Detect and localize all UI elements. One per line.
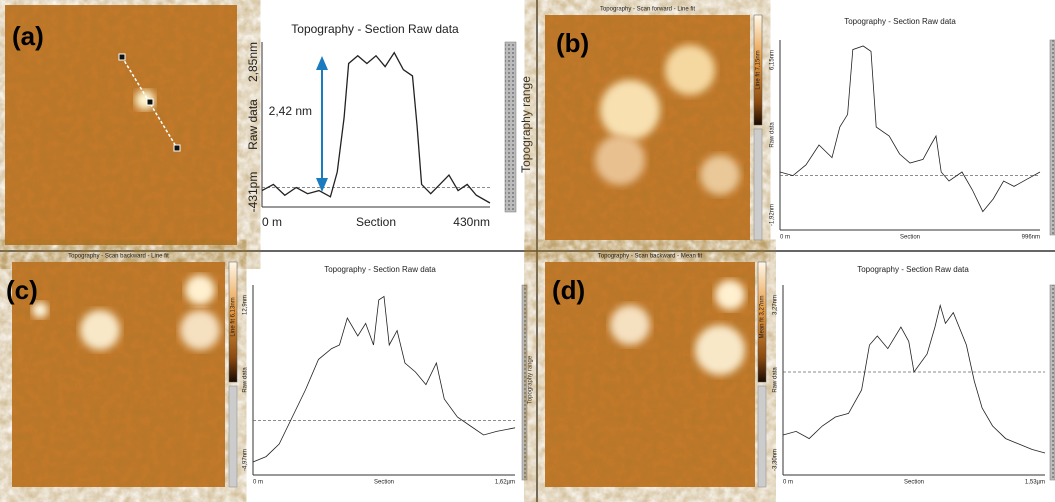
profile bbox=[252, 295, 516, 463]
range-bar bbox=[228, 385, 238, 488]
range-bar bbox=[753, 128, 763, 241]
plot-title: Topography - Section Raw data bbox=[844, 17, 956, 26]
x-start: 0 m bbox=[262, 215, 282, 229]
afm-feature bbox=[595, 135, 645, 185]
range-bar bbox=[1049, 284, 1055, 481]
x-axis-label: Section bbox=[374, 480, 394, 486]
y-bottom: -3,30nm bbox=[773, 449, 779, 471]
x-axis-label: Section bbox=[900, 235, 920, 241]
y-top: 3,27nm bbox=[773, 295, 779, 315]
afm-feature bbox=[600, 80, 660, 140]
y-bottom: -4,97nm bbox=[243, 449, 249, 471]
image-title: Topography - Scan backward - Line fit bbox=[68, 254, 169, 260]
plot-title: Topography - Section Raw data bbox=[324, 265, 436, 274]
y-top: 6,15nm bbox=[770, 50, 776, 70]
afm-feature bbox=[32, 302, 48, 318]
x-axis-label: Section bbox=[356, 215, 396, 229]
afm-feature bbox=[80, 310, 120, 350]
range-bar bbox=[504, 41, 517, 213]
y-bottom: -431pm bbox=[246, 172, 260, 213]
x-end: 1,62µm bbox=[495, 480, 515, 486]
colorbar-label: Mean fit 3,27nm bbox=[760, 295, 766, 338]
x-start: 0 m bbox=[780, 235, 790, 241]
image-title: Topography - Scan backward - Mean fit bbox=[598, 254, 703, 260]
colorbar bbox=[228, 261, 238, 383]
range-bar bbox=[757, 385, 767, 488]
plot-title: Topography - Section Raw data bbox=[291, 22, 459, 36]
y-axis-label: Raw data bbox=[773, 367, 779, 393]
x-start: 0 m bbox=[253, 480, 263, 486]
x-end: 430nm bbox=[453, 215, 490, 229]
arrow-head bbox=[316, 56, 328, 70]
afm-feature bbox=[700, 155, 740, 195]
y-bottom: -1,92nm bbox=[770, 204, 776, 226]
profile bbox=[782, 303, 1046, 454]
panel-label: (c) bbox=[6, 275, 38, 305]
profile bbox=[779, 45, 1041, 213]
y-axis-label: Raw data bbox=[246, 99, 260, 150]
marker bbox=[173, 144, 181, 152]
section-line bbox=[121, 56, 178, 149]
y-top: 12,9nm bbox=[243, 295, 249, 315]
range-bar bbox=[521, 284, 528, 481]
x-axis-label: Section bbox=[904, 480, 924, 486]
arrow-head bbox=[316, 178, 328, 192]
afm-feature bbox=[185, 275, 215, 305]
afm-feature bbox=[610, 305, 650, 345]
afm-feature bbox=[180, 310, 220, 350]
x-end: 996nm bbox=[1022, 235, 1040, 241]
profile bbox=[261, 51, 491, 204]
x-start: 0 m bbox=[783, 480, 793, 486]
range-bar bbox=[1049, 39, 1055, 236]
colorbar bbox=[753, 14, 763, 126]
panel-label: (a) bbox=[12, 21, 44, 51]
image-title: Topography - Scan forward - Line fit bbox=[600, 7, 695, 13]
afm-feature bbox=[715, 280, 745, 310]
range-label: Topography range bbox=[528, 355, 534, 404]
y-top: 2,85nm bbox=[246, 42, 260, 82]
marker bbox=[118, 53, 126, 61]
colorbar bbox=[757, 261, 767, 383]
range-label: Topography range bbox=[519, 76, 533, 173]
afm-feature bbox=[665, 45, 715, 95]
plot-title: Topography - Section Raw data bbox=[857, 265, 969, 274]
afm-texture bbox=[5, 5, 237, 245]
y-axis-label: Raw data bbox=[243, 367, 249, 393]
panel-label: (b) bbox=[556, 28, 589, 58]
marker bbox=[146, 98, 154, 106]
colorbar-label: Line fit 6,13nm bbox=[231, 297, 237, 336]
panel-label: (d) bbox=[552, 275, 585, 305]
afm-feature bbox=[695, 325, 745, 375]
y-axis-label: Raw data bbox=[770, 122, 776, 148]
colorbar-label: Line fit 7,15nm bbox=[756, 50, 762, 89]
annotation: 2,42 nm bbox=[269, 104, 312, 118]
x-end: 1,53µm bbox=[1025, 480, 1045, 486]
